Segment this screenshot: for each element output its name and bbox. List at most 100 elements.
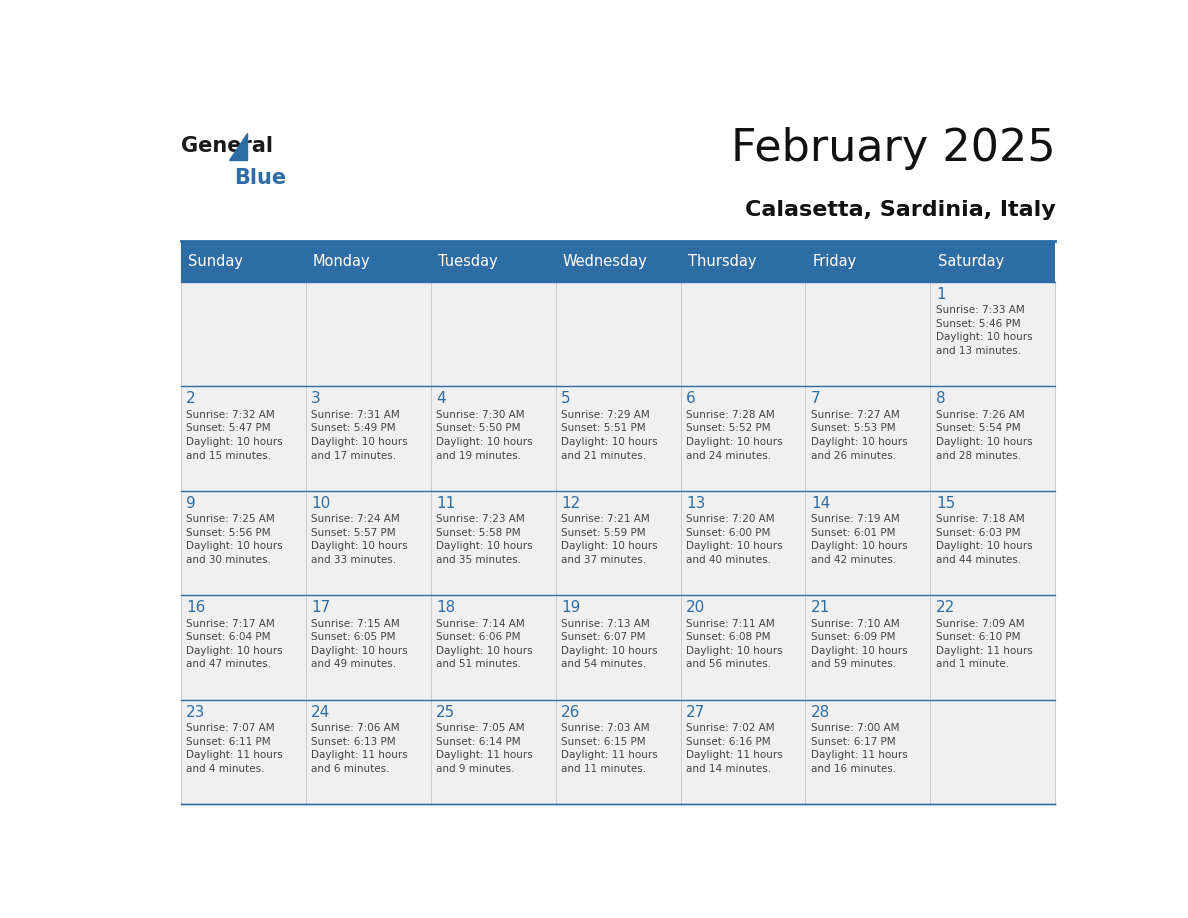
Bar bbox=[681, 700, 805, 804]
Bar bbox=[681, 386, 805, 491]
Text: February 2025: February 2025 bbox=[731, 128, 1055, 170]
Bar bbox=[430, 282, 556, 386]
Text: Sunrise: 7:24 AM
Sunset: 5:57 PM
Daylight: 10 hours
and 33 minutes.: Sunrise: 7:24 AM Sunset: 5:57 PM Dayligh… bbox=[311, 514, 407, 565]
Bar bbox=[681, 491, 805, 596]
Bar bbox=[305, 282, 430, 386]
Bar bbox=[805, 596, 930, 700]
Text: 26: 26 bbox=[561, 705, 581, 720]
Text: Sunrise: 7:23 AM
Sunset: 5:58 PM
Daylight: 10 hours
and 35 minutes.: Sunrise: 7:23 AM Sunset: 5:58 PM Dayligh… bbox=[436, 514, 532, 565]
Bar bbox=[805, 386, 930, 491]
Text: Blue: Blue bbox=[234, 168, 286, 188]
Bar bbox=[681, 282, 805, 386]
Bar bbox=[181, 282, 305, 386]
Text: Thursday: Thursday bbox=[688, 254, 757, 269]
Text: Sunrise: 7:02 AM
Sunset: 6:16 PM
Daylight: 11 hours
and 14 minutes.: Sunrise: 7:02 AM Sunset: 6:16 PM Dayligh… bbox=[685, 723, 783, 774]
Text: 12: 12 bbox=[561, 496, 581, 510]
Text: 22: 22 bbox=[936, 600, 955, 615]
Text: 1: 1 bbox=[936, 286, 946, 302]
Bar bbox=[556, 700, 681, 804]
Text: Sunrise: 7:03 AM
Sunset: 6:15 PM
Daylight: 11 hours
and 11 minutes.: Sunrise: 7:03 AM Sunset: 6:15 PM Dayligh… bbox=[561, 723, 658, 774]
Bar bbox=[556, 282, 681, 386]
Bar bbox=[430, 700, 556, 804]
Bar bbox=[181, 241, 1055, 282]
Text: Sunrise: 7:21 AM
Sunset: 5:59 PM
Daylight: 10 hours
and 37 minutes.: Sunrise: 7:21 AM Sunset: 5:59 PM Dayligh… bbox=[561, 514, 658, 565]
Text: 2: 2 bbox=[187, 391, 196, 407]
Bar bbox=[930, 700, 1055, 804]
Bar bbox=[305, 596, 430, 700]
Text: Saturday: Saturday bbox=[937, 254, 1004, 269]
Text: Friday: Friday bbox=[813, 254, 857, 269]
Bar bbox=[805, 282, 930, 386]
Text: Sunrise: 7:25 AM
Sunset: 5:56 PM
Daylight: 10 hours
and 30 minutes.: Sunrise: 7:25 AM Sunset: 5:56 PM Dayligh… bbox=[187, 514, 283, 565]
Text: 9: 9 bbox=[187, 496, 196, 510]
Bar bbox=[930, 282, 1055, 386]
Bar bbox=[805, 700, 930, 804]
Bar bbox=[430, 596, 556, 700]
Bar bbox=[556, 596, 681, 700]
Text: 10: 10 bbox=[311, 496, 330, 510]
Text: Sunrise: 7:29 AM
Sunset: 5:51 PM
Daylight: 10 hours
and 21 minutes.: Sunrise: 7:29 AM Sunset: 5:51 PM Dayligh… bbox=[561, 409, 658, 461]
Text: Sunrise: 7:07 AM
Sunset: 6:11 PM
Daylight: 11 hours
and 4 minutes.: Sunrise: 7:07 AM Sunset: 6:11 PM Dayligh… bbox=[187, 723, 283, 774]
Bar bbox=[930, 596, 1055, 700]
Text: Sunrise: 7:00 AM
Sunset: 6:17 PM
Daylight: 11 hours
and 16 minutes.: Sunrise: 7:00 AM Sunset: 6:17 PM Dayligh… bbox=[811, 723, 908, 774]
Text: Sunrise: 7:15 AM
Sunset: 6:05 PM
Daylight: 10 hours
and 49 minutes.: Sunrise: 7:15 AM Sunset: 6:05 PM Dayligh… bbox=[311, 619, 407, 669]
Text: Sunrise: 7:32 AM
Sunset: 5:47 PM
Daylight: 10 hours
and 15 minutes.: Sunrise: 7:32 AM Sunset: 5:47 PM Dayligh… bbox=[187, 409, 283, 461]
Text: 13: 13 bbox=[685, 496, 706, 510]
Text: 18: 18 bbox=[436, 600, 455, 615]
Text: Sunrise: 7:30 AM
Sunset: 5:50 PM
Daylight: 10 hours
and 19 minutes.: Sunrise: 7:30 AM Sunset: 5:50 PM Dayligh… bbox=[436, 409, 532, 461]
Text: 24: 24 bbox=[311, 705, 330, 720]
Text: Tuesday: Tuesday bbox=[438, 254, 498, 269]
Text: Sunrise: 7:05 AM
Sunset: 6:14 PM
Daylight: 11 hours
and 9 minutes.: Sunrise: 7:05 AM Sunset: 6:14 PM Dayligh… bbox=[436, 723, 533, 774]
Bar bbox=[305, 700, 430, 804]
Polygon shape bbox=[228, 133, 247, 161]
Text: 11: 11 bbox=[436, 496, 455, 510]
Text: Calasetta, Sardinia, Italy: Calasetta, Sardinia, Italy bbox=[745, 200, 1055, 219]
Bar bbox=[305, 386, 430, 491]
Bar bbox=[181, 491, 305, 596]
Bar bbox=[305, 491, 430, 596]
Text: 7: 7 bbox=[811, 391, 821, 407]
Text: Sunrise: 7:17 AM
Sunset: 6:04 PM
Daylight: 10 hours
and 47 minutes.: Sunrise: 7:17 AM Sunset: 6:04 PM Dayligh… bbox=[187, 619, 283, 669]
Bar bbox=[430, 386, 556, 491]
Bar bbox=[181, 596, 305, 700]
Text: 16: 16 bbox=[187, 600, 206, 615]
Text: Sunrise: 7:06 AM
Sunset: 6:13 PM
Daylight: 11 hours
and 6 minutes.: Sunrise: 7:06 AM Sunset: 6:13 PM Dayligh… bbox=[311, 723, 407, 774]
Text: 21: 21 bbox=[811, 600, 830, 615]
Text: Sunrise: 7:18 AM
Sunset: 6:03 PM
Daylight: 10 hours
and 44 minutes.: Sunrise: 7:18 AM Sunset: 6:03 PM Dayligh… bbox=[936, 514, 1032, 565]
Text: Sunrise: 7:14 AM
Sunset: 6:06 PM
Daylight: 10 hours
and 51 minutes.: Sunrise: 7:14 AM Sunset: 6:06 PM Dayligh… bbox=[436, 619, 532, 669]
Text: Sunrise: 7:19 AM
Sunset: 6:01 PM
Daylight: 10 hours
and 42 minutes.: Sunrise: 7:19 AM Sunset: 6:01 PM Dayligh… bbox=[811, 514, 908, 565]
Text: Sunrise: 7:20 AM
Sunset: 6:00 PM
Daylight: 10 hours
and 40 minutes.: Sunrise: 7:20 AM Sunset: 6:00 PM Dayligh… bbox=[685, 514, 783, 565]
Text: Sunrise: 7:13 AM
Sunset: 6:07 PM
Daylight: 10 hours
and 54 minutes.: Sunrise: 7:13 AM Sunset: 6:07 PM Dayligh… bbox=[561, 619, 658, 669]
Text: Wednesday: Wednesday bbox=[563, 254, 647, 269]
Text: 19: 19 bbox=[561, 600, 581, 615]
Text: 8: 8 bbox=[936, 391, 946, 407]
Text: Sunrise: 7:10 AM
Sunset: 6:09 PM
Daylight: 10 hours
and 59 minutes.: Sunrise: 7:10 AM Sunset: 6:09 PM Dayligh… bbox=[811, 619, 908, 669]
Text: Sunrise: 7:09 AM
Sunset: 6:10 PM
Daylight: 11 hours
and 1 minute.: Sunrise: 7:09 AM Sunset: 6:10 PM Dayligh… bbox=[936, 619, 1032, 669]
Bar bbox=[181, 386, 305, 491]
Text: 23: 23 bbox=[187, 705, 206, 720]
Bar bbox=[930, 491, 1055, 596]
Bar bbox=[556, 386, 681, 491]
Text: Monday: Monday bbox=[314, 254, 371, 269]
Text: Sunday: Sunday bbox=[188, 254, 244, 269]
Text: Sunrise: 7:33 AM
Sunset: 5:46 PM
Daylight: 10 hours
and 13 minutes.: Sunrise: 7:33 AM Sunset: 5:46 PM Dayligh… bbox=[936, 306, 1032, 356]
Bar bbox=[181, 700, 305, 804]
Text: 25: 25 bbox=[436, 705, 455, 720]
Bar bbox=[430, 491, 556, 596]
Text: Sunrise: 7:26 AM
Sunset: 5:54 PM
Daylight: 10 hours
and 28 minutes.: Sunrise: 7:26 AM Sunset: 5:54 PM Dayligh… bbox=[936, 409, 1032, 461]
Text: 3: 3 bbox=[311, 391, 321, 407]
Bar bbox=[805, 491, 930, 596]
Bar bbox=[556, 491, 681, 596]
Text: 17: 17 bbox=[311, 600, 330, 615]
Text: Sunrise: 7:11 AM
Sunset: 6:08 PM
Daylight: 10 hours
and 56 minutes.: Sunrise: 7:11 AM Sunset: 6:08 PM Dayligh… bbox=[685, 619, 783, 669]
Bar bbox=[930, 386, 1055, 491]
Text: 5: 5 bbox=[561, 391, 570, 407]
Text: 15: 15 bbox=[936, 496, 955, 510]
Text: 4: 4 bbox=[436, 391, 446, 407]
Bar bbox=[681, 596, 805, 700]
Text: 28: 28 bbox=[811, 705, 830, 720]
Text: Sunrise: 7:28 AM
Sunset: 5:52 PM
Daylight: 10 hours
and 24 minutes.: Sunrise: 7:28 AM Sunset: 5:52 PM Dayligh… bbox=[685, 409, 783, 461]
Text: Sunrise: 7:31 AM
Sunset: 5:49 PM
Daylight: 10 hours
and 17 minutes.: Sunrise: 7:31 AM Sunset: 5:49 PM Dayligh… bbox=[311, 409, 407, 461]
Text: General: General bbox=[181, 136, 273, 156]
Text: 20: 20 bbox=[685, 600, 706, 615]
